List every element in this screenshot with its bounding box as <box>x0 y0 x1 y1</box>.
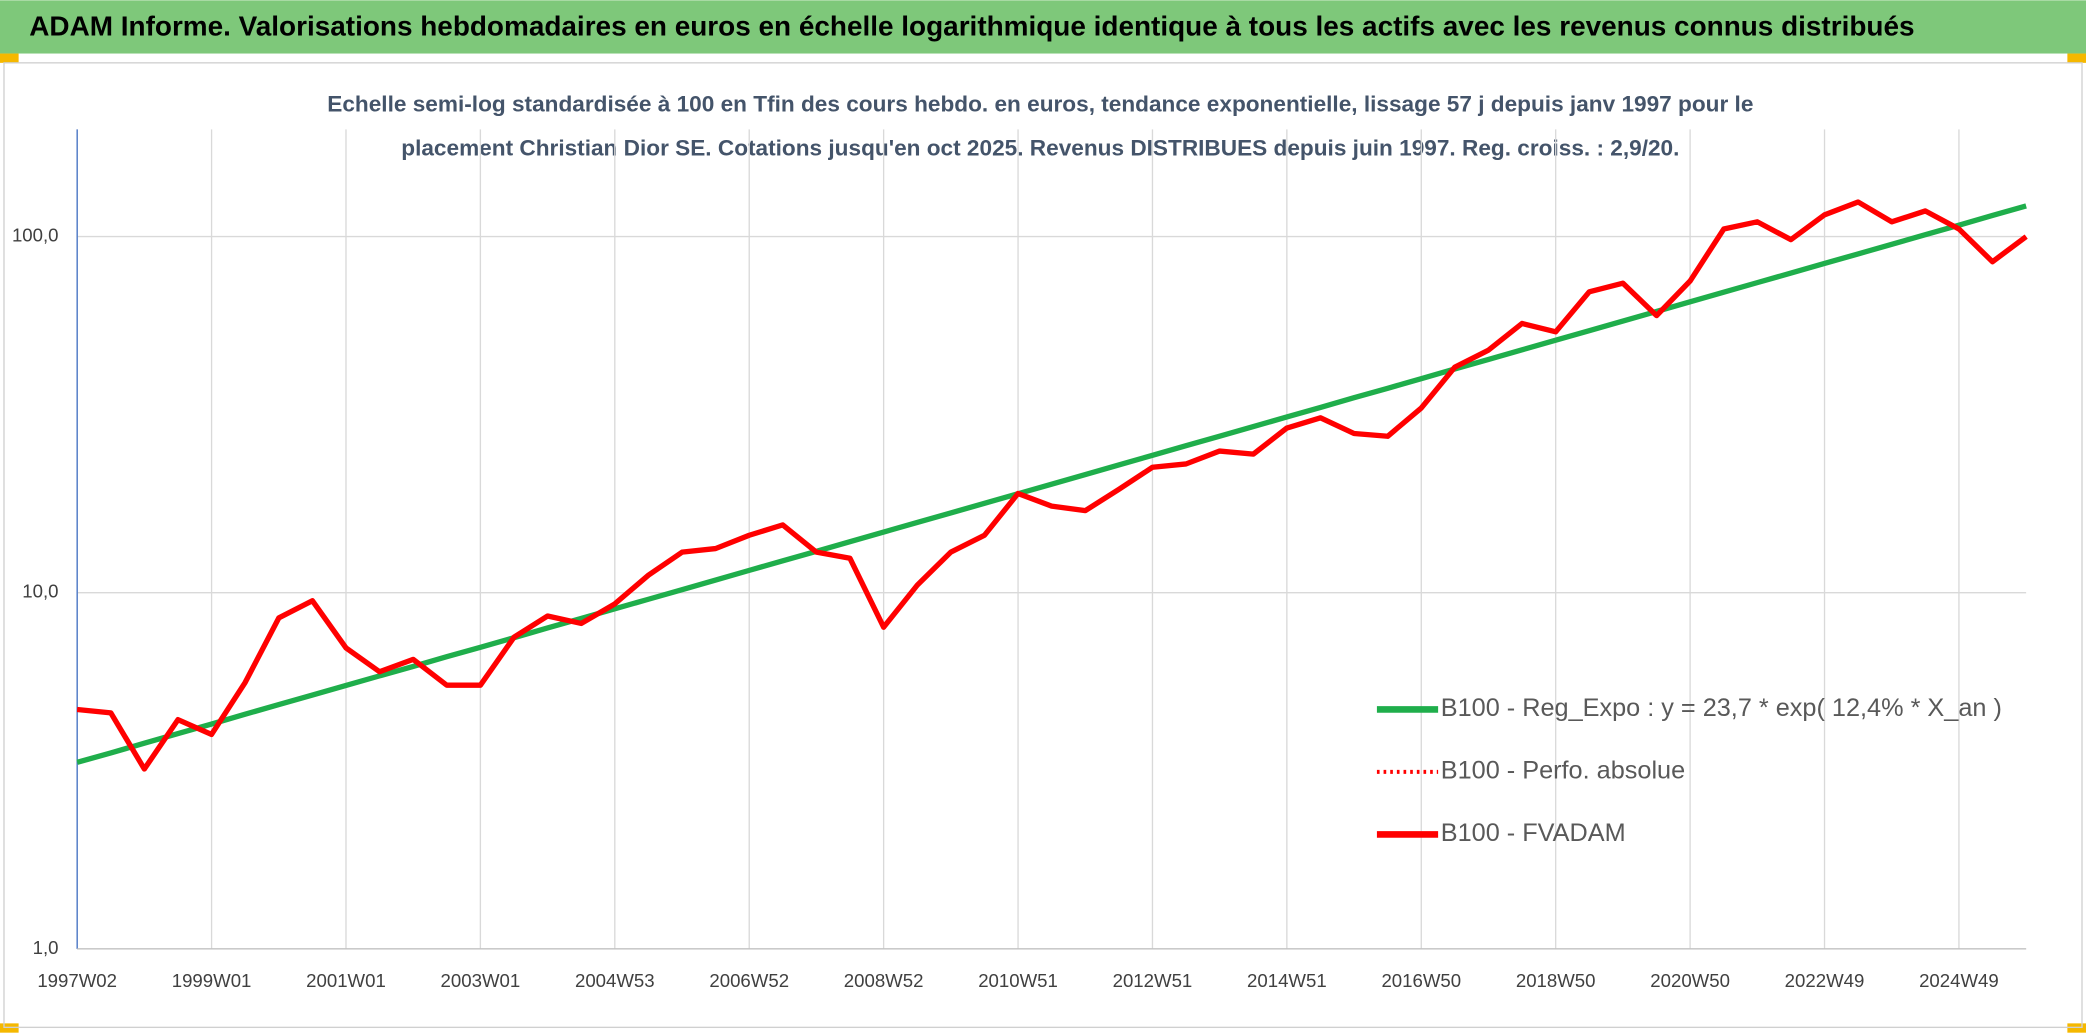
frame <box>3 62 2083 1029</box>
x-tick-label: 2004W53 <box>575 970 655 991</box>
legend-label: B100 - FVADAM <box>1441 819 1626 847</box>
x-tick-label: 2020W50 <box>1650 970 1730 991</box>
x-tick-label: 2008W52 <box>844 970 924 991</box>
x-tick-label: 1999W01 <box>172 970 252 991</box>
x-tick-label: 1997W02 <box>37 970 117 991</box>
x-tick-label: 2016W50 <box>1381 970 1461 991</box>
series-line <box>76 199 2028 772</box>
x-tick-label: 2001W01 <box>306 970 386 991</box>
subtitle: placement Christian Dior SE. Cotations j… <box>401 135 1679 160</box>
y-tick-label: 100,0 <box>12 224 59 245</box>
x-tick-label: 2024W49 <box>1919 970 1999 991</box>
x-tick-label: 2010W51 <box>978 970 1058 991</box>
title-bar <box>0 0 2086 54</box>
legend-label: B100 - Perfo. absolue <box>1441 757 1685 785</box>
y-tick-label: 1,0 <box>33 937 59 958</box>
x-tick-label: 2018W50 <box>1516 970 1596 991</box>
series-line <box>76 203 2027 765</box>
corner <box>0 53 19 63</box>
x-tick-label: 2012W51 <box>1113 970 1193 991</box>
x-tick-label: 2014W51 <box>1247 970 1327 991</box>
x-tick-label: 2022W49 <box>1785 970 1865 991</box>
x-tick-label: 2006W52 <box>709 970 789 991</box>
legend-label: B100 - Reg_Expo : y = 23,7 * exp( 12,4% … <box>1441 694 2002 722</box>
chart-title: ADAM Informe. Valorisations hebdomadaire… <box>29 11 1914 42</box>
corner <box>2067 53 2086 63</box>
x-tick-label: 2003W01 <box>441 970 521 991</box>
subtitle: Echelle semi-log standardisée à 100 en T… <box>327 91 1753 116</box>
y-tick-label: 10,0 <box>22 581 58 602</box>
